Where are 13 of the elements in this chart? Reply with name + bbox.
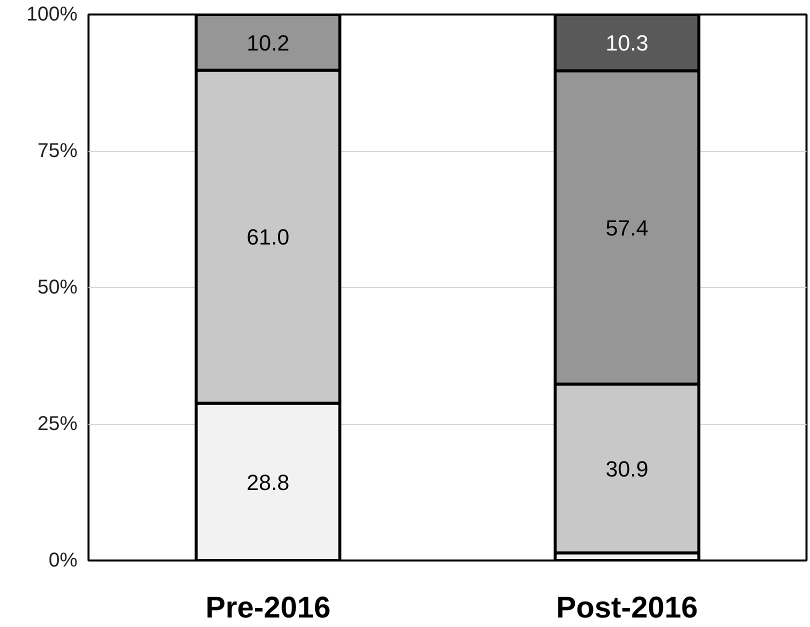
data-label: 30.9 (606, 456, 648, 482)
data-label: 61.0 (246, 224, 290, 250)
data-label: 28.8 (246, 470, 290, 495)
y-tick-label: 50% (37, 276, 78, 298)
data-label: 10.3 (606, 30, 648, 56)
x-tick-label: Pre-2016 (205, 592, 331, 624)
y-tick-label: 25% (37, 413, 78, 435)
data-label: 57.4 (606, 215, 648, 240)
y-tick-label: 100% (26, 4, 78, 26)
data-label: 10.2 (246, 30, 290, 56)
y-tick-label: 0% (48, 550, 78, 572)
x-tick-label: Post-2016 (556, 592, 698, 624)
y-tick-label: 75% (37, 140, 78, 162)
